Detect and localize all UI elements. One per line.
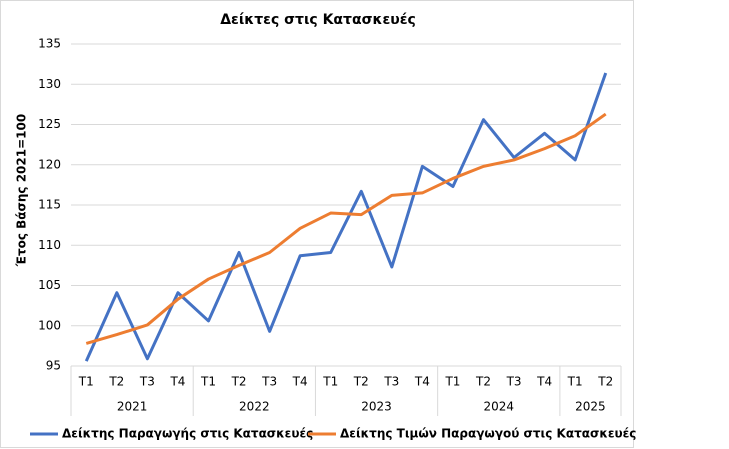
x-tick-label: Τ2 — [231, 375, 247, 389]
x-group-label: 2022 — [239, 400, 270, 414]
y-tick-label: 120 — [38, 157, 61, 171]
x-group-label: 2024 — [484, 400, 515, 414]
y-tick-label: 100 — [38, 318, 61, 332]
y-tick-label: 125 — [38, 117, 61, 131]
y-tick-label: 130 — [38, 77, 61, 91]
y-tick-label: 110 — [38, 238, 61, 252]
x-tick-label: Τ4 — [292, 375, 308, 389]
x-tick-label: Τ1 — [200, 375, 216, 389]
y-tick-label: 95 — [46, 359, 61, 373]
x-tick-label: Τ3 — [383, 375, 399, 389]
x-tick-label: Τ4 — [169, 375, 185, 389]
x-group-label: 2021 — [117, 400, 148, 414]
x-tick-label: Τ3 — [139, 375, 155, 389]
x-group-label: 2025 — [575, 400, 606, 414]
legend-label: Δείκτης Παραγωγής στις Κατασκευές — [62, 427, 313, 441]
x-tick-label: Τ3 — [506, 375, 522, 389]
x-tick-label: Τ1 — [322, 375, 338, 389]
x-tick-label: Τ4 — [414, 375, 430, 389]
x-tick-label: Τ3 — [261, 375, 277, 389]
y-tick-label: 135 — [38, 37, 61, 51]
x-tick-label: Τ2 — [475, 375, 491, 389]
y-tick-label: 115 — [38, 198, 61, 212]
series-line — [85, 112, 607, 345]
chart-title: Δείκτες στις Κατασκευές — [220, 12, 416, 28]
x-tick-label: Τ2 — [108, 375, 124, 389]
x-tick-label: Τ2 — [597, 375, 613, 389]
y-tick-label: 105 — [38, 278, 61, 292]
x-tick-label: Τ1 — [78, 375, 94, 389]
legend-label: Δείκτης Τιμών Παραγωγού στις Κατασκευές — [340, 427, 636, 441]
chart-border — [0, 0, 634, 448]
x-tick-label: Τ1 — [444, 375, 460, 389]
y-axis-label: Έτος Βάσης 2021=100 — [15, 114, 29, 267]
x-tick-label: Τ4 — [536, 375, 552, 389]
x-tick-label: Τ2 — [353, 375, 369, 389]
x-group-label: 2023 — [361, 400, 392, 414]
x-tick-label: Τ1 — [567, 375, 583, 389]
